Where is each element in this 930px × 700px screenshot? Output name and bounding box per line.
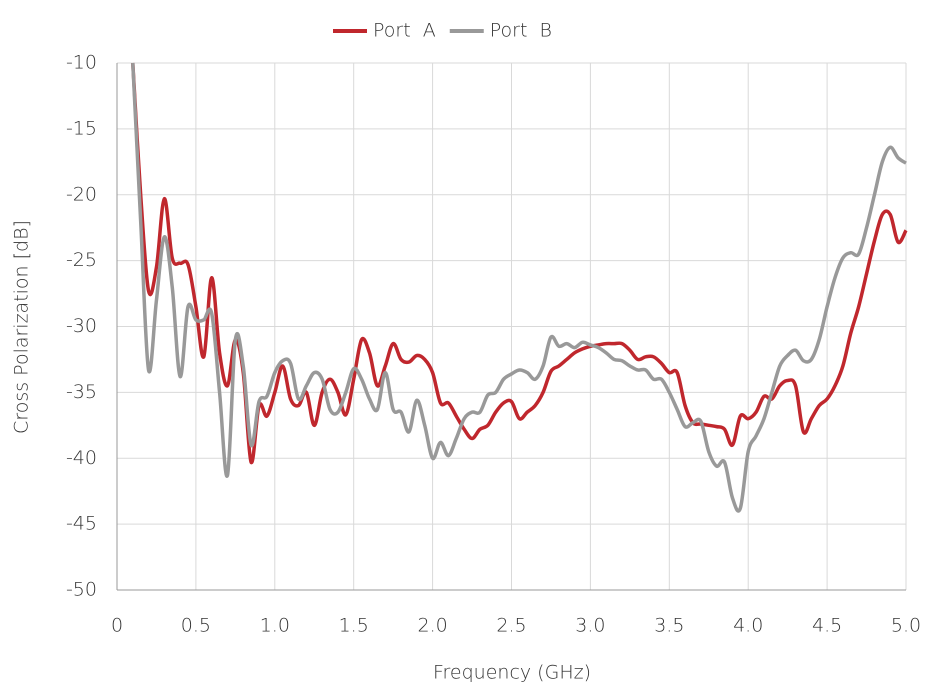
legend-label: Port A [373, 20, 436, 42]
y-tick-label: -30 [66, 315, 97, 337]
x-tick-label: 0.5 [181, 615, 211, 637]
x-tick-label: 0 [111, 615, 123, 637]
series-line [131, 62, 907, 513]
y-tick-label: -45 [66, 513, 97, 535]
y-tick-label: -20 [66, 183, 97, 205]
y-tick-label: -50 [66, 579, 97, 601]
y-tick-label: -10 [66, 52, 97, 74]
x-tick-label: 2.5 [496, 615, 526, 637]
x-tick-label: 3.0 [575, 615, 605, 637]
x-tick-label: 4.5 [812, 615, 842, 637]
y-tick-label: -40 [66, 447, 97, 469]
x-tick-label: 4.0 [733, 615, 763, 637]
x-tick-label: 2.0 [417, 615, 447, 637]
x-tick-label: 1.0 [260, 615, 290, 637]
y-tick-label: -35 [66, 381, 97, 403]
x-tick-label: 3.5 [654, 615, 684, 637]
y-axis-label: Cross Polarization [dB] [11, 220, 33, 434]
x-tick-label: 1.5 [339, 615, 369, 637]
y-tick-label: -25 [66, 249, 97, 271]
legend-label: Port B [490, 20, 552, 42]
y-tick-label: -15 [66, 117, 97, 139]
series-line [131, 62, 908, 464]
x-axis-label: Frequency (GHz) [433, 662, 591, 684]
x-tick-label: 5.0 [891, 615, 921, 637]
